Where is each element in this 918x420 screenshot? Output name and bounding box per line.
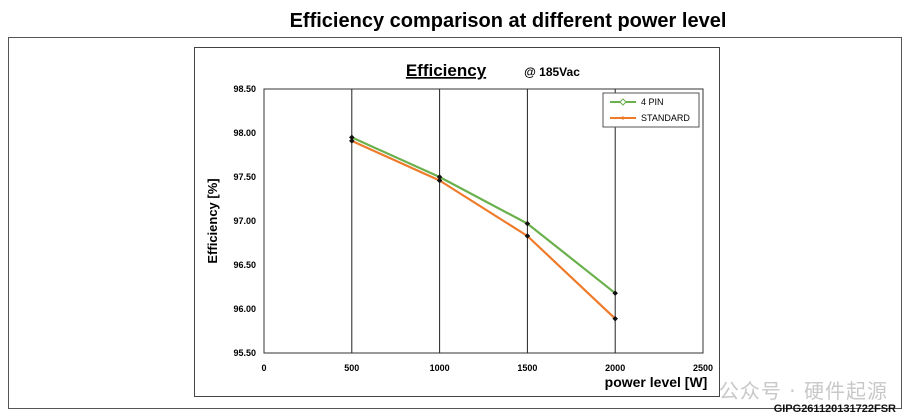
page-title: Efficiency comparison at different power… [289,10,727,32]
legend-marker-4-pin [619,98,627,106]
x-tick-label: 500 [344,363,359,373]
series-line-4-pin [351,136,616,295]
y-tick-label: 97.00 [233,216,256,226]
figure-frame [8,37,902,409]
x-tick-label: 1000 [430,363,450,373]
x-tick-label: 0 [261,363,266,373]
watermark-text: 公众号 · 硬件起源 [718,379,888,403]
legend-label-standard: STANDARD [641,113,690,123]
legend: 4 PIN STANDARD [602,92,700,128]
y-tick-label: 98.00 [233,128,256,138]
y-tick-label: 96.00 [233,304,256,314]
y-tick-label: 97.50 [233,172,256,182]
y-tick-label: 96.50 [233,260,256,270]
data-point-4-pin [524,220,531,227]
x-tick-label: 2500 [693,363,713,373]
y-tick-label: 95.50 [233,348,256,358]
y-axis-ticks: 95.50 96.00 96.50 97.00 97.50 98.00 98.50 [233,84,256,358]
x-axis-ticks: 0 500 1000 1500 2000 2500 [261,363,713,373]
data-point-4-pin [612,290,619,297]
legend-label-4-pin: 4 PIN [641,97,664,107]
x-axis-label: power level [W] [605,374,708,390]
data-point-standard [524,233,531,239]
x-tick-label: 2000 [605,363,625,373]
series-line-standard [351,139,616,320]
chart-subtitle: @ 185Vac [524,65,580,79]
data-point-standard [612,315,619,322]
y-tick-label: 98.50 [233,84,256,94]
legend-box [602,92,700,128]
chart-title: Efficiency [406,61,487,80]
data-point-standard [348,138,355,144]
legend-marker-standard [621,116,625,120]
figure-code: GIPG261120131722FSR [773,403,896,415]
data-point-standard [436,177,443,184]
plot-area [263,88,704,354]
series-lines [348,134,619,322]
y-axis-label: Efficiency [%] [205,178,220,263]
x-tick-label: 1500 [517,363,537,373]
